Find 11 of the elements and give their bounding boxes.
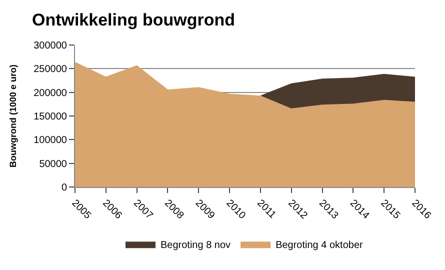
legend-label: Begroting 4 oktober — [276, 240, 364, 251]
y-tick-label: 150000 — [34, 112, 68, 122]
y-tick-label: 50000 — [39, 158, 68, 170]
y-axis-title: Bouwgrond (1000 e uro) — [8, 64, 18, 168]
y-tick-label: 100000 — [34, 135, 68, 146]
y-tick-label: 300000 — [34, 40, 68, 52]
y-tick-label: 200000 — [34, 88, 68, 99]
chart-title: Ontwikkeling bouwgrond — [32, 10, 236, 30]
y-tick-label: 250000 — [34, 64, 68, 76]
y-tick-label: 0 — [61, 182, 68, 194]
legend-label: Begroting 8 nov — [160, 240, 231, 251]
